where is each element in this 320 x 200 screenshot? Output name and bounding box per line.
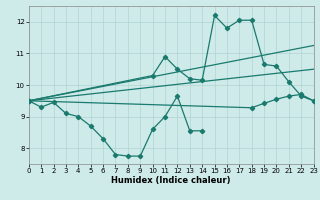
X-axis label: Humidex (Indice chaleur): Humidex (Indice chaleur) — [111, 176, 231, 185]
